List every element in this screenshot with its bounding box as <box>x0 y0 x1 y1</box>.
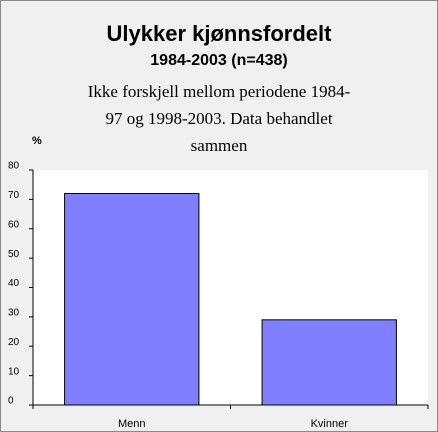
bar <box>64 193 200 406</box>
chart-subtitle: 1984-2003 (n=438) <box>150 52 287 69</box>
annotation: Ikke forskjell mellom periodene 1984- <box>88 82 351 101</box>
x-tick-label: Kvinner <box>311 418 349 430</box>
bar <box>261 319 397 406</box>
y-tick-label: 30 <box>8 308 20 319</box>
y-tick-label: 40 <box>8 278 20 289</box>
y-tick-label: 60 <box>8 219 20 230</box>
y-tick-label: 10 <box>8 366 20 377</box>
annotation: sammen <box>191 136 248 155</box>
y-axis-label: % <box>32 135 42 147</box>
y-tick-label: 80 <box>8 161 20 172</box>
y-tick-label: 50 <box>8 249 20 260</box>
y-tick-label: 20 <box>8 337 20 348</box>
x-tick-label: Menn <box>118 418 146 430</box>
chart-title: Ulykker kjønnsfordelt <box>107 21 333 46</box>
annotation: 97 og 1998-2003. Data behandlet <box>105 109 332 128</box>
y-tick-label: 0 <box>8 396 14 407</box>
y-tick-label: 70 <box>8 190 20 201</box>
